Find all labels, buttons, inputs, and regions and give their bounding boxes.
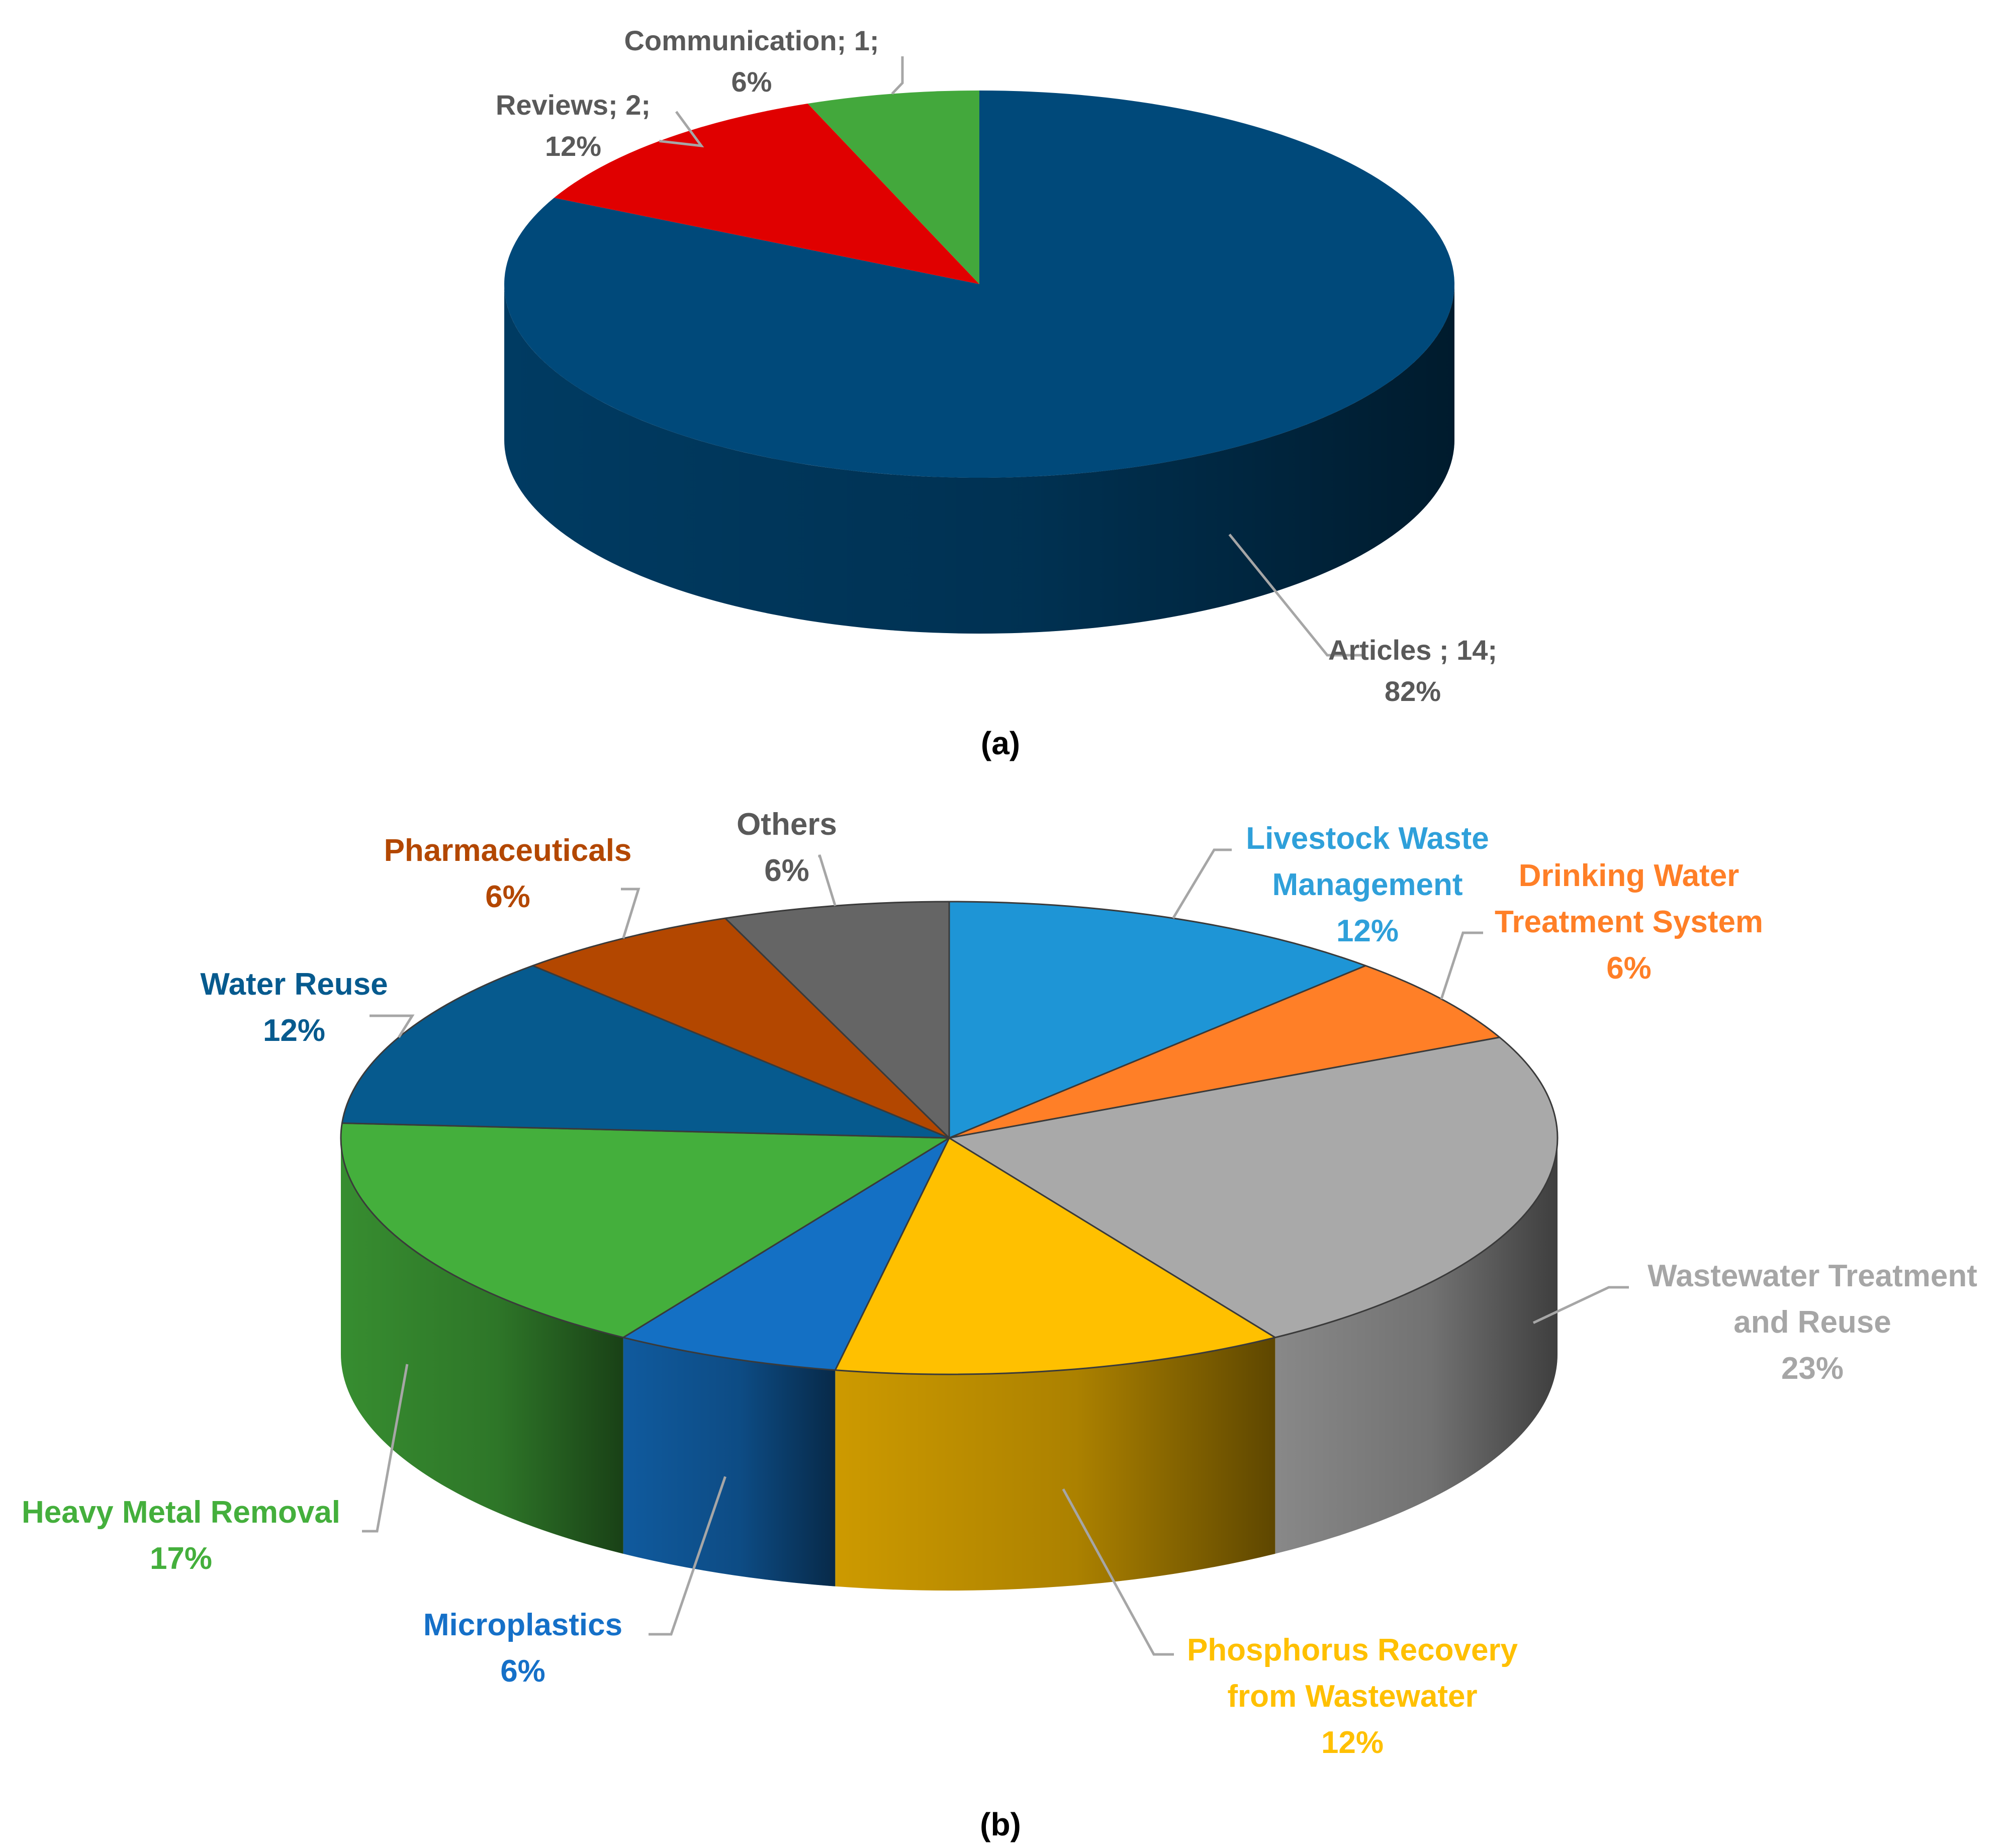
pie-a-label-line: 82% bbox=[1385, 675, 1441, 707]
pie-b-label-line: Pharmaceuticals bbox=[384, 833, 632, 868]
pie-a-leader-reviews-2 bbox=[659, 111, 704, 148]
pie-a-label-line: Articles ; 14; bbox=[1328, 634, 1497, 666]
pie-a-label-line: Reviews; 2; bbox=[496, 89, 651, 121]
pie-b-label-others: Others 6% bbox=[737, 807, 837, 888]
pie-b-label-line: 6% bbox=[1606, 951, 1652, 986]
pie-b-leader-wastewater-treatment-and-reuse bbox=[1532, 1286, 1629, 1324]
pie-a-walls bbox=[504, 284, 1454, 634]
pie-b-label-line: 12% bbox=[1321, 1725, 1384, 1760]
pie-b-label-water-reuse: Water Reuse 12% bbox=[200, 967, 388, 1048]
pie-b-leader-phosphorus-recovery-from-wastewater bbox=[1062, 1488, 1174, 1656]
pie-b-label-line: 12% bbox=[263, 1013, 325, 1048]
pie-b-slice-others bbox=[724, 901, 950, 1139]
pie-b-tops bbox=[340, 901, 1559, 1375]
caption-a: (a) bbox=[981, 725, 1020, 761]
pie-a-label-line: 6% bbox=[731, 66, 772, 98]
pie-a-tops bbox=[504, 91, 1454, 478]
pie-a-label-articles-14: Articles ; 14; 82% bbox=[1328, 634, 1497, 707]
pie-a-slice-reviews-2 bbox=[554, 103, 979, 285]
pie-b-walls bbox=[341, 1138, 1558, 1591]
pie-a-label-line: 12% bbox=[545, 130, 601, 162]
pie-b-leaders bbox=[362, 848, 1629, 1656]
pie-b-wall-shade-wastewater-treatment-and-reuse bbox=[1275, 1138, 1558, 1554]
pie-chart-a: Articles ; 14; 82% Reviews; 2; 12% Communica… bbox=[496, 25, 1497, 707]
pie-b-leader-drinking-water-treatment-system bbox=[1440, 931, 1483, 1000]
pie-b-leader-livestock-waste-management bbox=[1172, 848, 1232, 919]
pie-b-label-line: and Reuse bbox=[1733, 1305, 1891, 1340]
pie-b-label-line: 17% bbox=[150, 1541, 212, 1576]
pie-b-slice-phosphorus-recovery-from-wastewater bbox=[834, 1137, 1276, 1375]
pie-b-label-line: Phosphorus Recovery bbox=[1187, 1633, 1518, 1667]
pie-a-label-communication-1: Communication; 1; 6% bbox=[624, 25, 879, 98]
pie-b-label-line: Management bbox=[1272, 867, 1463, 902]
pie-b-label-line: Wastewater Treatment bbox=[1648, 1259, 1977, 1293]
pie-b-label-pharmaceuticals: Pharmaceuticals 6% bbox=[384, 833, 632, 914]
pie-b-label-phosphorus-recovery-from-wastewater: Phosphorus Recovery from Wastewater 12% bbox=[1187, 1633, 1518, 1760]
pie-b-leader-microplastics bbox=[649, 1476, 726, 1636]
pie-b-label-line: Livestock Waste bbox=[1246, 821, 1489, 856]
pie-b-label-line: Drinking Water bbox=[1519, 858, 1740, 893]
pie-a-labels: Articles ; 14; 82% Reviews; 2; 12% Communica… bbox=[496, 25, 1497, 707]
pie-b-label-livestock-waste-management: Livestock Waste Management 12% bbox=[1246, 821, 1489, 948]
pie-b-label-line: Microplastics bbox=[423, 1608, 622, 1642]
pie-a-slice-articles-14 bbox=[504, 91, 1454, 478]
pie-b-wall-shade-heavy-metal-removal bbox=[341, 1138, 623, 1554]
pie-b-wall-shade-microplastics bbox=[623, 1337, 836, 1587]
pie-a-leader-communication-1 bbox=[891, 56, 904, 95]
pie-b-label-line: from Wastewater bbox=[1227, 1679, 1477, 1714]
pie-b-label-heavy-metal-removal: Heavy Metal Removal 17% bbox=[22, 1495, 340, 1576]
pie-b-label-line: Water Reuse bbox=[200, 967, 388, 1002]
pie-a-slice-communication-1 bbox=[807, 91, 979, 284]
pie-a-leader-articles-14 bbox=[1228, 534, 1362, 657]
pie-b-label-line: 6% bbox=[500, 1654, 545, 1689]
pie-b-leader-others bbox=[818, 854, 837, 907]
pie-b-label-microplastics: Microplastics 6% bbox=[423, 1608, 622, 1689]
pie-b-labels: Livestock Waste Management 12% Drinking Wat… bbox=[22, 807, 1977, 1760]
pie-b-label-line: 23% bbox=[1781, 1351, 1844, 1386]
pie-b-slice-microplastics bbox=[622, 1137, 950, 1371]
pie-a-label-reviews-2: Reviews; 2; 12% bbox=[496, 89, 651, 162]
caption-b: (b) bbox=[980, 1806, 1021, 1842]
pie-b-leader-heavy-metal-removal bbox=[362, 1364, 409, 1533]
pie-a-leaders bbox=[659, 56, 1362, 657]
pie-chart-b: Livestock Waste Management 12% Drinking Wat… bbox=[22, 807, 1977, 1760]
pie-b-label-line: Others bbox=[737, 807, 837, 842]
pie-b-wall-shade-phosphorus-recovery-from-wastewater bbox=[835, 1337, 1275, 1591]
pie-b-label-line: Heavy Metal Removal bbox=[22, 1495, 340, 1530]
pie-b-leader-pharmaceuticals bbox=[621, 888, 641, 939]
pie-b-slice-wastewater-treatment-and-reuse bbox=[948, 1036, 1559, 1339]
pie-b-label-drinking-water-treatment-system: Drinking Water Treatment System 6% bbox=[1495, 858, 1763, 986]
pie-b-label-line: 6% bbox=[485, 879, 530, 914]
pie-b-slice-heavy-metal-removal bbox=[340, 1122, 950, 1339]
pie-b-leader-water-reuse bbox=[370, 1014, 415, 1038]
pie-b-label-line: 6% bbox=[764, 853, 809, 888]
pie-a-wall-shade-articles-14 bbox=[504, 284, 1454, 634]
pie-a-label-line: Communication; 1; bbox=[624, 25, 879, 56]
pie-b-label-line: Treatment System bbox=[1495, 905, 1763, 939]
pie-b-label-line: 12% bbox=[1336, 914, 1399, 948]
pie-b-label-wastewater-treatment-and-reuse: Wastewater Treatment and Reuse 23% bbox=[1648, 1259, 1977, 1386]
